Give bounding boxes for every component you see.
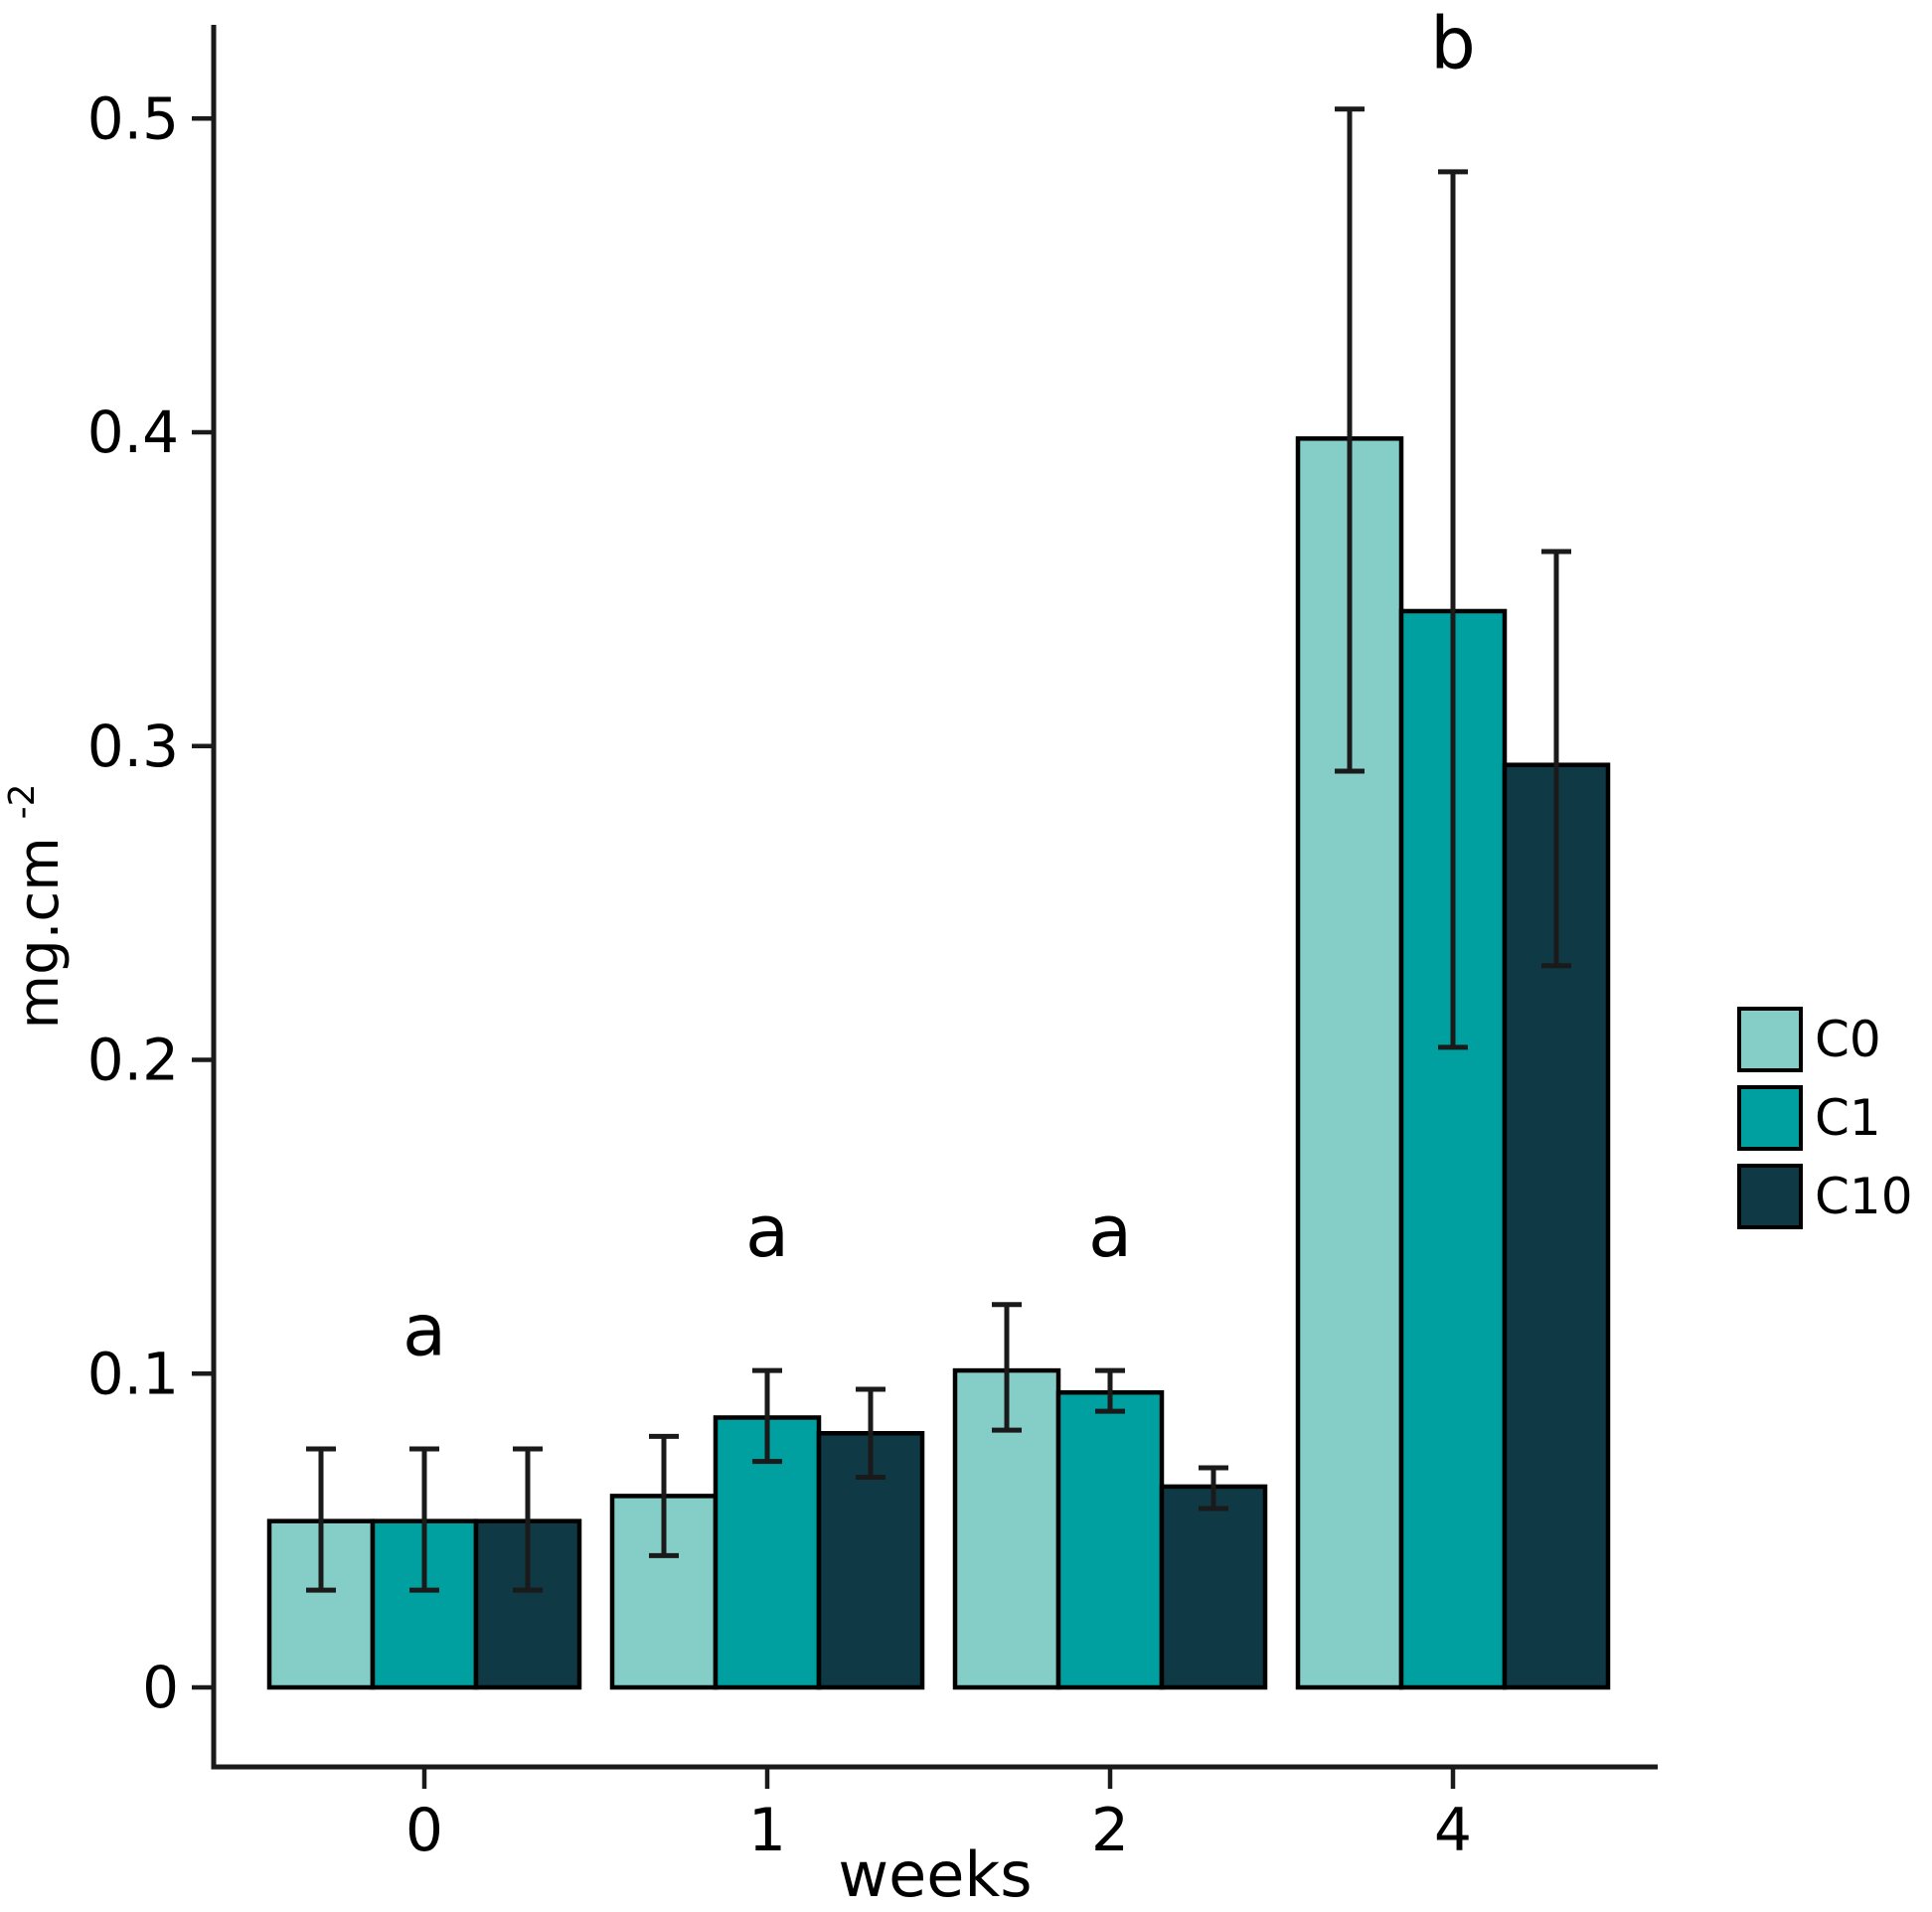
y-tick-label-0.3: 0.3 xyxy=(87,713,179,780)
y-tick-label-0.1: 0.1 xyxy=(87,1340,179,1407)
error-bar-C10-week-4 xyxy=(1541,549,1571,969)
x-tick-label-1: 1 xyxy=(748,1796,786,1865)
error-bar-C10-week-1 xyxy=(856,1386,886,1480)
y-axis-title: mg.cm -2 xyxy=(2,784,72,1030)
significance-letter-week-4: b xyxy=(1430,2,1476,85)
bar-C10-week-2 xyxy=(1159,1484,1268,1690)
x-tick-label-2: 2 xyxy=(1091,1796,1129,1865)
significance-letter-week-2: a xyxy=(1088,1190,1132,1273)
y-axis-title-main: mg.cm xyxy=(7,837,72,1029)
bar-group-week-1 xyxy=(609,1367,925,1690)
error-bar-C10-week-0 xyxy=(513,1446,543,1593)
legend-item-c0: C0 xyxy=(1737,1007,1881,1072)
y-tick-label-0.4: 0.4 xyxy=(87,398,179,466)
error-bar-C1-week-1 xyxy=(752,1367,782,1465)
bar-group-week-2 xyxy=(952,1302,1268,1690)
error-bar-C0-week-0 xyxy=(306,1446,336,1593)
bar-C1-week-2 xyxy=(1055,1389,1165,1690)
legend-swatch-c1 xyxy=(1737,1085,1803,1151)
error-bar-C0-week-4 xyxy=(1335,106,1365,774)
y-tick-label-0.2: 0.2 xyxy=(87,1027,179,1094)
x-tick-label-4: 4 xyxy=(1434,1796,1472,1865)
error-bar-C1-week-0 xyxy=(409,1446,439,1593)
significance-letter-week-0: a xyxy=(402,1288,446,1371)
error-bar-C0-week-1 xyxy=(649,1433,679,1558)
x-tick-label-0: 0 xyxy=(405,1796,443,1865)
error-bar-C1-week-2 xyxy=(1095,1367,1125,1414)
legend-label-c1: C1 xyxy=(1815,1089,1881,1147)
legend-item-c1: C1 xyxy=(1737,1085,1881,1151)
significance-letter-week-1: a xyxy=(745,1190,789,1273)
error-bar-C10-week-2 xyxy=(1199,1465,1228,1512)
legend-label-c10: C10 xyxy=(1815,1168,1913,1225)
error-bar-C0-week-2 xyxy=(992,1302,1022,1433)
x-axis-title: weeks xyxy=(838,1838,1032,1908)
bar-group-week-0 xyxy=(266,1446,582,1690)
bar-group-week-4 xyxy=(1295,106,1611,1690)
legend-swatch-c0 xyxy=(1737,1007,1803,1072)
y-axis-title-superscript: -2 xyxy=(2,784,43,820)
error-bar-C1-week-4 xyxy=(1438,169,1468,1050)
bar-C0-week-4 xyxy=(1295,436,1404,1690)
legend: C0 C1 C10 xyxy=(1737,1007,1913,1229)
y-tick-label-0: 0 xyxy=(142,1654,179,1721)
legend-item-c10: C10 xyxy=(1737,1164,1913,1229)
y-tick-label-0.5: 0.5 xyxy=(87,84,179,152)
plot-area: 0 0.1 0.2 0.3 0.4 0.5 0 1 2 4 a a a b xyxy=(87,2,1658,1865)
legend-swatch-c10 xyxy=(1737,1164,1803,1229)
legend-label-c0: C0 xyxy=(1815,1011,1881,1068)
